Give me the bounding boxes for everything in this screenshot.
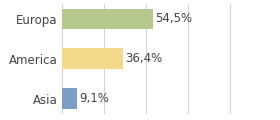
Bar <box>62 88 77 109</box>
Bar <box>62 48 123 69</box>
Text: 9,1%: 9,1% <box>79 92 109 105</box>
Bar <box>62 9 153 29</box>
Text: 36,4%: 36,4% <box>125 52 162 65</box>
Text: 54,5%: 54,5% <box>155 12 192 25</box>
